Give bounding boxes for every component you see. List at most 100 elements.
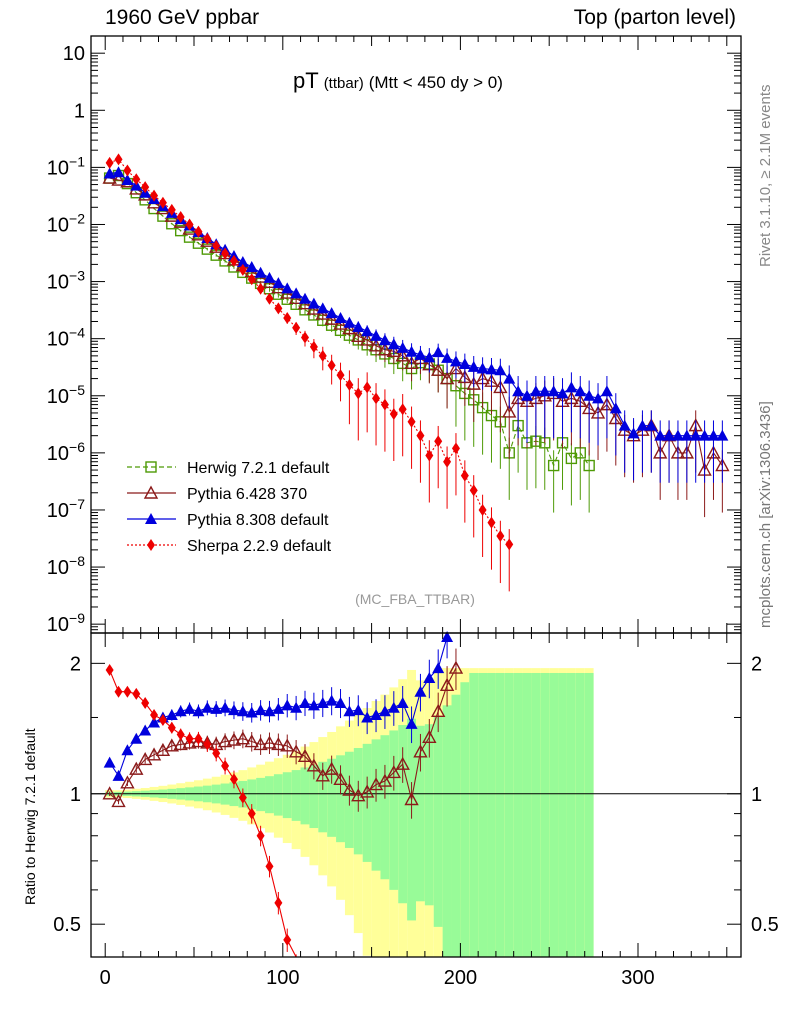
main-y-tick-label: 10−8 bbox=[47, 553, 85, 579]
main-data-point bbox=[389, 407, 398, 420]
main-data-point bbox=[451, 442, 460, 455]
main-data-point bbox=[512, 385, 525, 397]
main-y-tick-label: 10 bbox=[63, 43, 85, 65]
ratio-y-tick-label-right: 1 bbox=[751, 784, 762, 806]
main-data-point bbox=[185, 218, 194, 231]
ratio-x-tick-label: 0 bbox=[100, 967, 111, 989]
ratio-data-point bbox=[235, 731, 251, 745]
ratio-band-inner bbox=[424, 724, 434, 906]
main-data-point bbox=[325, 307, 338, 319]
ratio-band-inner bbox=[247, 779, 257, 810]
ratio-data-point bbox=[271, 736, 286, 751]
main-data-point bbox=[212, 239, 221, 252]
ratio-data-point bbox=[121, 744, 134, 756]
ratio-band-inner bbox=[433, 716, 443, 927]
main-y-tick-label: 10−9 bbox=[47, 610, 85, 636]
main-data-point bbox=[380, 398, 389, 411]
ratio-data-point bbox=[139, 724, 152, 736]
main-data-point bbox=[236, 256, 249, 268]
main-data-point bbox=[274, 302, 283, 315]
ratio-band-inner bbox=[327, 758, 337, 837]
main-data-point bbox=[496, 529, 505, 542]
main-data-point bbox=[167, 203, 176, 216]
main-y-tick-label: 10−1 bbox=[47, 153, 85, 179]
ratio-data-point bbox=[238, 791, 247, 804]
ratio-data-point bbox=[120, 775, 135, 789]
ratio-data-point bbox=[439, 677, 455, 691]
main-data-point bbox=[307, 297, 320, 309]
main-data-point bbox=[372, 392, 381, 405]
main-data-point bbox=[368, 338, 384, 352]
ratio-data-point bbox=[423, 672, 436, 684]
ratio-data-point bbox=[431, 703, 446, 718]
main-data-point bbox=[299, 292, 312, 304]
main-data-point bbox=[405, 345, 418, 357]
main-data-point bbox=[301, 331, 310, 344]
ratio-data-point bbox=[167, 721, 176, 734]
main-y-tick-label: 10−2 bbox=[47, 210, 85, 236]
ratio-band-inner bbox=[504, 672, 514, 957]
main-data-point bbox=[265, 292, 274, 305]
main-data-point bbox=[414, 348, 427, 360]
ratio-data-point bbox=[441, 631, 454, 643]
ratio-data-point bbox=[324, 761, 339, 775]
ratio-data-point bbox=[165, 708, 178, 720]
ratio-data-point bbox=[280, 738, 295, 752]
main-data-point bbox=[123, 164, 132, 177]
ratio-data-point bbox=[274, 896, 283, 909]
legend-label-2: Pythia 8.308 default bbox=[187, 512, 329, 529]
ratio-band-inner bbox=[460, 682, 470, 957]
ratio-data-point bbox=[114, 685, 123, 698]
main-data-point bbox=[469, 484, 478, 497]
main-data-point bbox=[290, 287, 303, 299]
main-data-point bbox=[423, 351, 436, 363]
main-data-point bbox=[247, 273, 256, 286]
main-data-point bbox=[547, 459, 560, 472]
main-data-point bbox=[103, 167, 116, 179]
ratio-band-inner bbox=[478, 672, 488, 957]
ratio-band-inner bbox=[540, 672, 550, 957]
watermark: (MC_FBA_TTBAR) bbox=[355, 591, 475, 607]
main-data-point bbox=[351, 328, 366, 343]
main-data-point bbox=[334, 312, 347, 324]
ratio-y-tick-label: 0.5 bbox=[53, 914, 81, 936]
ratio-data-point bbox=[342, 782, 357, 796]
main-data-point bbox=[342, 321, 357, 335]
main-data-point bbox=[283, 312, 292, 325]
ratio-band-inner bbox=[300, 767, 310, 825]
ratio-y-tick-label-right: 2 bbox=[751, 653, 762, 675]
ratio-data-point bbox=[203, 738, 212, 751]
main-data-point bbox=[176, 211, 185, 224]
main-data-point bbox=[487, 516, 496, 529]
main-data-point bbox=[361, 325, 374, 337]
ratio-band-inner bbox=[549, 672, 559, 957]
ratio-data-point bbox=[334, 696, 347, 708]
main-data-point bbox=[112, 166, 125, 178]
ratio-data-point bbox=[283, 933, 292, 946]
main-data-point bbox=[439, 371, 455, 385]
main-data-point bbox=[485, 363, 498, 375]
ratio-band-inner bbox=[389, 730, 399, 890]
main-data-point bbox=[460, 469, 469, 482]
main-data-point bbox=[663, 429, 676, 441]
ratio-data-point bbox=[297, 748, 313, 763]
ratio-band-inner bbox=[273, 774, 283, 816]
main-data-point bbox=[221, 247, 230, 260]
main-y-tick-label: 10−4 bbox=[47, 325, 85, 351]
ratio-data-point bbox=[227, 704, 240, 716]
ratio-y-axis-label: Ratio to Herwig 7.2.1 default bbox=[22, 728, 38, 905]
ratio-data-point bbox=[387, 701, 400, 713]
main-data-point bbox=[503, 372, 516, 384]
ratio-data-point bbox=[307, 699, 320, 711]
main-data-point bbox=[583, 389, 596, 401]
ratio-data-point bbox=[370, 708, 383, 720]
ratio-band-inner bbox=[469, 672, 479, 957]
main-data-point bbox=[387, 338, 400, 350]
ratio-band-inner bbox=[442, 705, 452, 957]
main-data-point bbox=[370, 329, 383, 341]
legend-marker-1 bbox=[143, 485, 159, 499]
main-data-point bbox=[114, 153, 123, 166]
legend-label-0: Herwig 7.2.1 default bbox=[187, 460, 330, 477]
main-data-point bbox=[398, 403, 407, 416]
main-data-point bbox=[263, 271, 276, 283]
